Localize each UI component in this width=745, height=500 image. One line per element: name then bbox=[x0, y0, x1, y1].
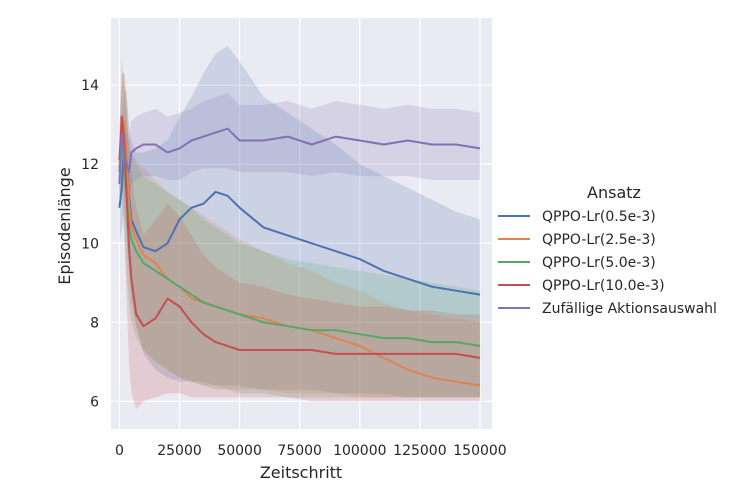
grid bbox=[111, 18, 492, 429]
legend-label: QPPO-Lr(2.5e-3) bbox=[542, 232, 656, 248]
confidence-bands bbox=[119, 45, 481, 410]
x-tick-label: 50000 bbox=[217, 443, 262, 459]
y-tick-label: 6 bbox=[90, 394, 99, 410]
band-series-2 bbox=[119, 69, 481, 398]
x-tick-label: 150000 bbox=[453, 443, 506, 459]
line-series-3 bbox=[118, 139, 481, 347]
plot-area bbox=[111, 18, 492, 429]
y-tick-label: 10 bbox=[81, 236, 99, 252]
line-series-4 bbox=[118, 115, 481, 359]
x-tick-label: 25000 bbox=[157, 443, 202, 459]
x-tick-label: 100000 bbox=[333, 443, 386, 459]
legend-label: QPPO-Lr(0.5e-3) bbox=[542, 209, 656, 225]
y-axis-title: Episodenlänge bbox=[55, 167, 74, 284]
x-tick-label: 125000 bbox=[393, 443, 446, 459]
y-tick-labels: 6 8 10 12 14 bbox=[81, 78, 99, 410]
band-series-5 bbox=[119, 93, 481, 204]
x-tick-labels: 0 25000 50000 75000 100000 125000 150000 bbox=[115, 443, 507, 459]
series-lines bbox=[118, 115, 481, 387]
legend-label: Zufällige Aktionsauswahl bbox=[542, 301, 717, 317]
y-tick-label: 14 bbox=[81, 78, 99, 94]
band-series-3 bbox=[119, 53, 481, 398]
y-tick-label: 8 bbox=[90, 315, 99, 331]
x-tick-label: 75000 bbox=[277, 443, 322, 459]
legend-title: Ansatz bbox=[587, 183, 641, 202]
y-tick-label: 12 bbox=[81, 157, 99, 173]
legend-label: QPPO-Lr(10.0e-3) bbox=[542, 278, 665, 294]
x-axis-title: Zeitschritt bbox=[260, 463, 342, 482]
band-series-4 bbox=[119, 73, 481, 410]
legend: Ansatz QPPO-Lr(0.5e-3) QPPO-Lr(2.5e-3) QPP… bbox=[498, 183, 717, 317]
legend-label: QPPO-Lr(5.0e-3) bbox=[542, 255, 656, 271]
x-tick-label: 0 bbox=[115, 443, 124, 459]
line-series-5 bbox=[118, 127, 481, 185]
